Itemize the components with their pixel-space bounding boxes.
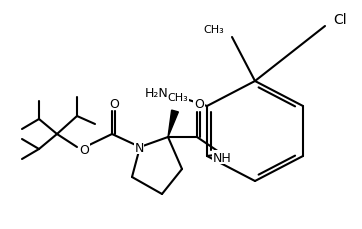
Text: O: O xyxy=(194,98,204,111)
Text: H₂N: H₂N xyxy=(144,86,168,99)
Text: Cl: Cl xyxy=(333,13,347,27)
Text: NH: NH xyxy=(212,151,231,164)
Polygon shape xyxy=(168,111,178,137)
Text: CH₃: CH₃ xyxy=(203,25,224,35)
Text: CH₃: CH₃ xyxy=(168,93,188,103)
Text: O: O xyxy=(79,143,89,156)
Text: N: N xyxy=(134,141,144,154)
Text: O: O xyxy=(109,97,119,110)
